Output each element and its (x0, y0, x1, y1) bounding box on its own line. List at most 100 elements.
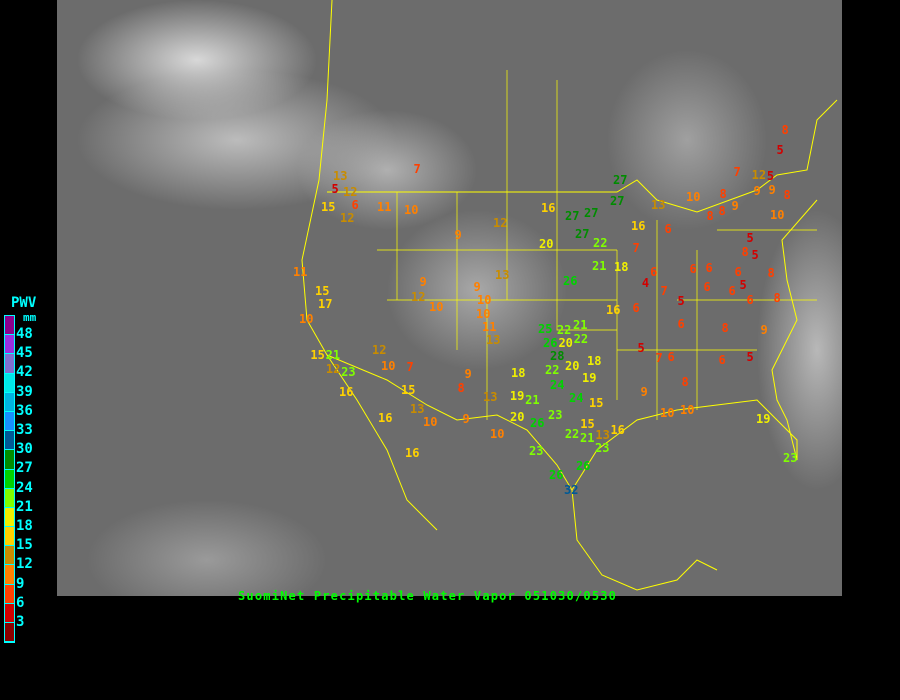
station-pwv-value: 22 (564, 427, 580, 441)
station-pwv-value: 13 (410, 402, 425, 416)
station-pwv-value: 15 (315, 283, 330, 298)
legend-label: 39 (16, 383, 33, 400)
station-pwv-value: 8 (781, 123, 789, 137)
station-pwv-value: 27 (610, 194, 625, 208)
station-pwv-value: 11 (293, 265, 308, 279)
station-pwv-value: 16 (606, 303, 621, 317)
station-pwv-value: 10 (680, 403, 695, 417)
station-pwv-value: 15 (589, 396, 604, 410)
station-pwv-value: 4 (641, 276, 650, 290)
station-pwv-value: 13 (483, 390, 498, 404)
station-pwv-value: 13 (486, 332, 501, 347)
station-pwv-value: 10 (476, 306, 491, 321)
legend-swatch (5, 527, 14, 547)
station-pwv-value: 6 (351, 198, 359, 213)
legend-label: 48 (16, 326, 33, 342)
legend-label: 27 (16, 460, 33, 477)
station-pwv-value: 22 (545, 362, 560, 377)
station-pwv-value: 16 (610, 423, 625, 437)
station-pwv-value: 5 (776, 143, 784, 157)
station-pwv-value: 8 (773, 291, 781, 305)
legend-swatch (5, 373, 14, 393)
station-pwv-value: 6 (734, 265, 742, 279)
station-pwv-value: 8 (721, 321, 729, 335)
station-pwv-value: 27 (584, 206, 599, 220)
station-pwv-value: 6 (667, 350, 675, 364)
station-pwv-value: 11 (377, 200, 392, 214)
legend-label: 45 (16, 345, 33, 362)
station-pwv-value: 23 (529, 444, 544, 458)
station-pwv-value: 18 (587, 354, 602, 368)
station-pwv-value: 12 (372, 343, 387, 357)
station-pwv-value: 15 (310, 348, 325, 362)
station-pwv-value: 10 (423, 415, 438, 429)
legend-swatch (5, 488, 14, 508)
station-pwv-value: 6 (650, 265, 658, 279)
legend-label: 33 (16, 422, 33, 438)
station-pwv-value: 7 (655, 351, 663, 365)
station-pwv-value: 9 (640, 385, 648, 399)
station-pwv-value: 23 (783, 451, 798, 465)
station-pwv-value: 5 (751, 248, 759, 262)
us-mexico-border (326, 354, 573, 491)
station-pwv-value: 5 (746, 231, 754, 246)
station-pwv-value: 12 (343, 185, 358, 200)
station-pwv-value: 16 (541, 201, 556, 215)
station-pwv-value: 21 (573, 318, 588, 333)
legend-label: 12 (16, 556, 33, 573)
legend-unit: mm (23, 311, 37, 324)
station-pwv-value: 26 (563, 274, 578, 288)
station-pwv-value: 21 (325, 348, 341, 362)
legend-swatch (5, 450, 14, 470)
station-pwv-value: 6 (703, 280, 711, 294)
station-pwv-value: 15 (580, 417, 595, 432)
station-pwv-value: 32 (564, 483, 579, 497)
legend-swatch (5, 507, 14, 528)
station-pwv-value: 10 (477, 293, 492, 308)
station-pwv-value: 12 (411, 290, 426, 304)
station-pwv-value: 27 (613, 173, 628, 187)
legend-label: 42 (16, 364, 33, 381)
station-pwv-value: 12 (325, 362, 341, 376)
station-pwv-value: 7 (413, 162, 421, 176)
station-pwv-value: 9 (768, 183, 776, 197)
station-pwv-value: 6 (705, 261, 713, 275)
station-pwv-value: 23 (548, 408, 563, 422)
station-pwv-value: 19 (509, 389, 525, 403)
station-pwv-value: 21 (580, 431, 595, 446)
political-borders (301, 0, 838, 591)
station-pwv-value: 8 (457, 380, 465, 395)
mexico-coast (571, 489, 718, 591)
satellite-water-vapor-map (57, 0, 842, 596)
station-pwv-value: 9 (753, 184, 761, 198)
legend-label: 3 (16, 614, 25, 630)
station-pwv-value: 16 (339, 385, 354, 399)
station-pwv-value: 19 (756, 412, 771, 426)
station-pwv-value: 12 (340, 211, 355, 226)
station-pwv-value: 6 (664, 222, 672, 236)
station-pwv-value: 6 (728, 284, 736, 298)
station-pwv-value: 5 (766, 169, 775, 183)
station-pwv-value: 15 (321, 200, 336, 214)
station-pwv-value: 8 (767, 266, 775, 280)
station-pwv-value: 10 (770, 208, 785, 222)
station-pwv-value: 26 (530, 416, 545, 430)
legend-swatch (5, 316, 14, 336)
station-pwv-value: 10 (660, 406, 675, 420)
state-lines (377, 70, 817, 420)
station-pwv-value: 20 (539, 237, 554, 251)
legend-label: 15 (16, 537, 33, 554)
station-pwv-value: 5 (637, 341, 645, 355)
legend-label: 18 (16, 518, 33, 534)
legend-label: 36 (16, 402, 33, 419)
legend-label: 9 (16, 575, 25, 592)
station-pwv-value: 26 (543, 335, 558, 350)
station-pwv-value: 10 (299, 312, 314, 326)
station-pwv-value: 20 (558, 336, 573, 351)
station-pwv-value: 20 (565, 359, 580, 373)
station-pwv-value: 9 (454, 228, 462, 242)
station-pwv-value: 17 (318, 297, 333, 312)
station-pwv-value: 7 (660, 284, 668, 298)
legend-swatch (5, 603, 14, 623)
station-pwv-value: 25 (538, 322, 553, 337)
